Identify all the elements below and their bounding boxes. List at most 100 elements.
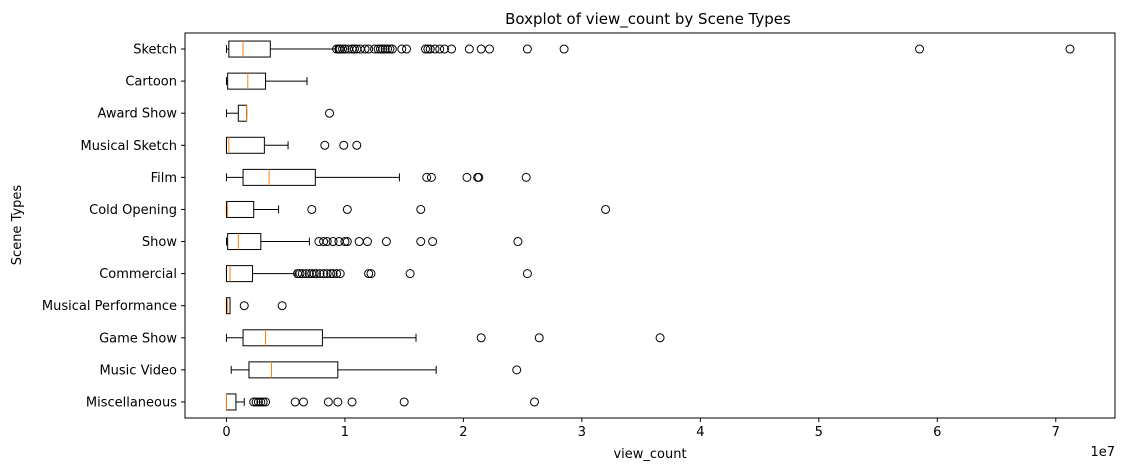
flier-point: [253, 397, 263, 407]
flier-point: [239, 301, 249, 311]
y-axis-label: Scene Types: [10, 185, 25, 266]
flier-point: [315, 269, 325, 279]
box: [227, 72, 267, 90]
flier-point: [309, 269, 319, 279]
y-tick-label: Cartoon: [125, 75, 177, 90]
box-group: [230, 361, 522, 379]
flier-point: [322, 269, 332, 279]
plot-area: [225, 40, 1075, 411]
flier-point: [529, 397, 539, 407]
flier-point: [426, 172, 436, 182]
y-axis: Sketch Cartoon Award Show Musical Sketch Fil…: [42, 43, 185, 410]
box-group: [225, 233, 523, 251]
box-group: [225, 168, 531, 186]
flier-point: [249, 397, 259, 407]
flier-point: [430, 44, 440, 54]
flier-point: [326, 269, 336, 279]
flier-point: [428, 237, 438, 247]
flier-point: [447, 44, 457, 54]
y-tick-label: Musical Sketch: [81, 139, 178, 154]
flier-point: [258, 397, 268, 407]
box: [227, 233, 262, 251]
flier-point: [476, 333, 486, 343]
x-tick-label: 0: [222, 425, 230, 440]
y-tick-label: Show: [142, 235, 177, 250]
flier-point: [423, 44, 433, 54]
y-tick-label: Film: [151, 171, 177, 186]
flier-point: [338, 44, 348, 54]
flier-point: [915, 44, 925, 54]
flier-point: [425, 44, 435, 54]
flier-point: [304, 269, 314, 279]
box: [225, 136, 265, 154]
x-offset-label: 1e7: [1090, 445, 1115, 460]
box: [225, 393, 237, 411]
box-group: [225, 329, 665, 347]
flier-point: [323, 397, 333, 407]
flier-point: [333, 397, 343, 407]
flier-point: [328, 237, 338, 247]
flier-point: [295, 269, 305, 279]
flier-point: [464, 44, 474, 54]
flier-point: [522, 44, 532, 54]
flier-point: [378, 44, 388, 54]
box: [225, 297, 231, 315]
box-group: [225, 72, 308, 90]
y-tick-label: Musical Performance: [42, 299, 177, 314]
x-axis-label: view_count: [613, 447, 686, 462]
y-tick-label: Cold Opening: [89, 203, 177, 218]
flier-point: [601, 204, 611, 214]
flier-point: [474, 172, 484, 182]
flier-point: [319, 269, 329, 279]
flier-point: [513, 237, 523, 247]
flier-point: [340, 44, 350, 54]
flier-point: [297, 269, 307, 279]
flier-point: [422, 172, 432, 182]
flier-point: [342, 204, 352, 214]
x-tick-label: 7: [1052, 425, 1060, 440]
y-tick-label: Game Show: [99, 331, 177, 346]
box-group: [225, 136, 362, 154]
box: [225, 265, 254, 283]
flier-point: [512, 365, 522, 375]
flier-point: [261, 397, 271, 407]
flier-point: [476, 44, 486, 54]
box-group: [225, 40, 1075, 58]
flier-point: [375, 44, 385, 54]
flier-point: [312, 269, 322, 279]
y-tick-label: Sketch: [133, 43, 177, 58]
flier-point: [325, 108, 335, 118]
flier-point: [332, 269, 342, 279]
flier-point: [347, 397, 357, 407]
flier-point: [335, 269, 345, 279]
y-tick-label: Miscellaneous: [86, 395, 177, 410]
flier-point: [385, 44, 395, 54]
flier-point: [360, 44, 370, 54]
y-tick-label: Commercial: [99, 267, 177, 282]
box-group: [225, 297, 287, 315]
x-tick-label: 6: [933, 425, 941, 440]
x-axis: 0 1 2 3 4 5 6 7: [222, 418, 1060, 440]
box: [242, 329, 323, 347]
plot-frame: [184, 32, 1116, 419]
flier-point: [420, 44, 430, 54]
flier-point: [328, 269, 338, 279]
box: [237, 104, 248, 122]
flier-point: [381, 237, 391, 247]
x-tick-label: 1: [341, 425, 349, 440]
flier-point: [373, 44, 383, 54]
flier-point: [559, 44, 569, 54]
flier-point: [380, 44, 390, 54]
flier-point: [290, 397, 300, 407]
flier-point: [402, 44, 412, 54]
flier-point: [322, 237, 332, 247]
flier-point: [387, 44, 397, 54]
flier-point: [352, 140, 362, 150]
flier-point: [349, 44, 359, 54]
flier-point: [354, 237, 364, 247]
flier-point: [320, 140, 330, 150]
flier-point: [307, 204, 317, 214]
x-tick-label: 3: [578, 425, 586, 440]
flier-point: [405, 269, 415, 279]
